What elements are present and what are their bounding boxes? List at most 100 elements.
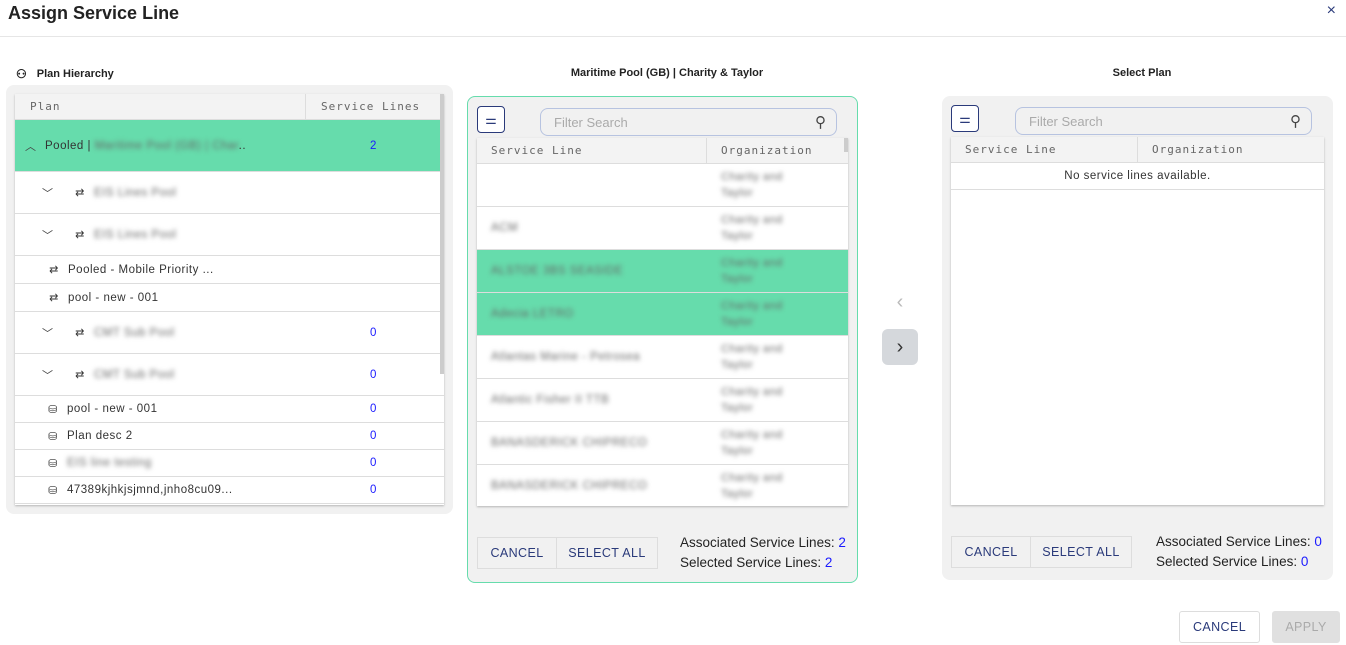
plan-row[interactable]: ⛁ Plan desc 2 0	[15, 423, 444, 450]
service-line-count: 2	[370, 139, 377, 152]
plan-row[interactable]: ︿ Pooled | Maritime Pool (GB) | Char.. 2	[15, 120, 444, 172]
organization-name: Charity and Taylor	[721, 257, 783, 285]
plan-row[interactable]: ﹀ ⇄ CMT Sub Pool 0	[15, 312, 444, 354]
plan-row[interactable]: ⛁47389kjhkjsjmnd,jnho8cu09 0	[15, 504, 444, 505]
plan-row[interactable]: ﹀ ⇄ EIS Lines Pool	[15, 214, 444, 256]
cancel-button[interactable]: CANCEL	[477, 537, 557, 569]
service-line-row[interactable]: BANASDERICK CHIPRECO Charity and Taylor	[477, 422, 848, 465]
plan-name-redacted: EIS Lines Pool	[94, 228, 177, 241]
service-line-count: 0	[370, 430, 377, 442]
ellipsis: ..	[238, 139, 247, 152]
associated-count: 2	[838, 535, 846, 550]
column-organization: Organization	[1152, 143, 1244, 156]
cancel-button[interactable]: CANCEL	[951, 536, 1031, 568]
chevron-up-icon[interactable]: ︿	[25, 140, 37, 153]
plan-row[interactable]: ⛁ 47389kjhkjsjmnd,jnho8cu09... 0	[15, 477, 444, 504]
divider	[0, 36, 1346, 37]
service-line-table: Service Line Organization Charity and Ta…	[477, 138, 848, 506]
service-line-count: 0	[370, 326, 377, 339]
plan-row[interactable]: ⇄ Pooled - Mobile Priority ...	[15, 256, 444, 284]
plan-name: Pooled |	[45, 139, 91, 152]
filter-settings-button[interactable]: ⚌	[477, 106, 505, 133]
organization-name: Charity and Taylor	[721, 300, 783, 328]
dialog-title: Assign Service Line	[8, 3, 180, 23]
column-service-line: Service Line	[477, 138, 707, 163]
service-line-count: 0	[370, 484, 377, 496]
associated-label: Associated Service Lines:	[1156, 534, 1311, 549]
service-line-name: ALSTOE 3BS SEASIDE	[491, 265, 624, 277]
right-title: Select Plan	[1112, 67, 1172, 79]
empty-message: No service lines available.	[951, 163, 1324, 190]
chevron-down-icon[interactable]: ﹀	[42, 187, 54, 200]
service-line-row[interactable]: Adecia LETRO Charity and Taylor	[477, 293, 848, 336]
plan-name: pool - new - 001	[68, 291, 159, 304]
scrollbar[interactable]	[844, 138, 848, 152]
selected-count: 2	[824, 555, 833, 570]
column-service-line: Service Line	[951, 137, 1138, 162]
service-line-count: 0	[370, 403, 377, 415]
filter-search-input[interactable]: Filter Search ⚲	[540, 108, 837, 136]
plan-row[interactable]: ⇄ pool - new - 001	[15, 284, 444, 312]
organization-name: Charity and Taylor	[721, 214, 783, 242]
chevron-down-icon[interactable]: ﹀	[42, 369, 54, 382]
pool-icon: ⇄	[75, 229, 85, 241]
right-counts: Associated Service Lines: 0 Selected Ser…	[1156, 532, 1322, 572]
select-all-button[interactable]: SELECT ALL	[556, 537, 658, 569]
pool-icon: ⇄	[75, 327, 85, 339]
selected-label: Selected Service Lines:	[680, 555, 822, 570]
plan-hierarchy-label: ⚇ Plan Hierarchy	[16, 67, 114, 81]
pool-icon: ⇄	[49, 264, 59, 276]
organization-name: Charity and Taylor	[721, 472, 783, 500]
move-right-button[interactable]: ›	[882, 329, 918, 365]
service-line-name: ACM	[491, 222, 519, 234]
plan-name: 47389kjhkjsjmnd,jnho8cu09...	[67, 484, 233, 496]
plan-row[interactable]: ﹀ ⇄ CMT Sub Pool 0	[15, 354, 444, 396]
organization-name: Charity and Taylor	[721, 343, 783, 371]
service-line-count: 0	[370, 457, 377, 469]
service-line-name: BANASDERICK CHIPRECO	[491, 437, 648, 449]
close-icon[interactable]: ×	[1326, 2, 1336, 19]
table-header: Service Line Organization	[477, 138, 848, 164]
service-line-row[interactable]: Atlantas Marine - Petrosea Charity and Ta…	[477, 336, 848, 379]
plan-name-redacted: Maritime Pool (GB) | Char	[94, 139, 239, 152]
footer-cancel-button[interactable]: CANCEL	[1179, 611, 1260, 643]
plan-row[interactable]: ⛁ EIS line testing 0	[15, 450, 444, 477]
hierarchy-icon: ⚇	[16, 67, 27, 81]
sliders-icon: ⚌	[485, 111, 497, 127]
chevron-right-icon: ›	[896, 335, 904, 358]
chevron-left-icon: ‹	[896, 290, 904, 313]
service-line-row[interactable]: BANASDERICK CHIPRECO Charity and Taylor	[477, 465, 848, 506]
plan-row[interactable]: ⛁ pool - new - 001 0	[15, 396, 444, 423]
apply-button[interactable]: APPLY	[1272, 611, 1340, 643]
column-organization: Organization	[721, 144, 813, 157]
column-service-lines: Service Lines	[321, 100, 421, 113]
selected-label: Selected Service Lines:	[1156, 554, 1298, 569]
database-icon: ⛁	[48, 403, 58, 416]
filter-settings-button[interactable]: ⚌	[951, 105, 979, 132]
scrollbar[interactable]	[440, 94, 444, 374]
plan-name-redacted: CMT Sub Pool	[94, 326, 175, 339]
filter-search-input[interactable]: Filter Search ⚲	[1015, 107, 1312, 135]
plan-hierarchy-table: Plan Service Lines ︿ Pooled | Maritime Po…	[15, 94, 444, 505]
service-line-row[interactable]: ALSTOE 3BS SEASIDE Charity and Taylor	[477, 250, 848, 293]
search-icon: ⚲	[1290, 113, 1301, 130]
service-line-row[interactable]: ACM Charity and Taylor	[477, 207, 848, 250]
organization-name: Charity and Taylor	[721, 429, 783, 457]
service-line-name: Atlantic Fisher II TTB	[491, 394, 610, 406]
chevron-down-icon[interactable]: ﹀	[42, 229, 54, 242]
associated-label: Associated Service Lines:	[680, 535, 835, 550]
move-left-button[interactable]: ‹	[882, 290, 918, 314]
sliders-icon: ⚌	[959, 110, 971, 126]
database-icon: ⛁	[48, 484, 58, 497]
plan-row[interactable]: ﹀ ⇄ EIS Lines Pool	[15, 172, 444, 214]
table-header: Service Line Organization	[951, 137, 1324, 163]
database-icon: ⛁	[48, 430, 58, 443]
select-all-button[interactable]: SELECT ALL	[1030, 536, 1132, 568]
pool-icon: ⇄	[75, 369, 85, 381]
table-header: Plan Service Lines	[15, 94, 444, 120]
service-line-row[interactable]: Charity and Taylor	[477, 164, 848, 207]
plan-name-redacted: EIS line testing	[67, 457, 152, 469]
search-icon: ⚲	[815, 114, 826, 131]
service-line-row[interactable]: Atlantic Fisher II TTB Charity and Taylor	[477, 379, 848, 422]
chevron-down-icon[interactable]: ﹀	[42, 327, 54, 340]
